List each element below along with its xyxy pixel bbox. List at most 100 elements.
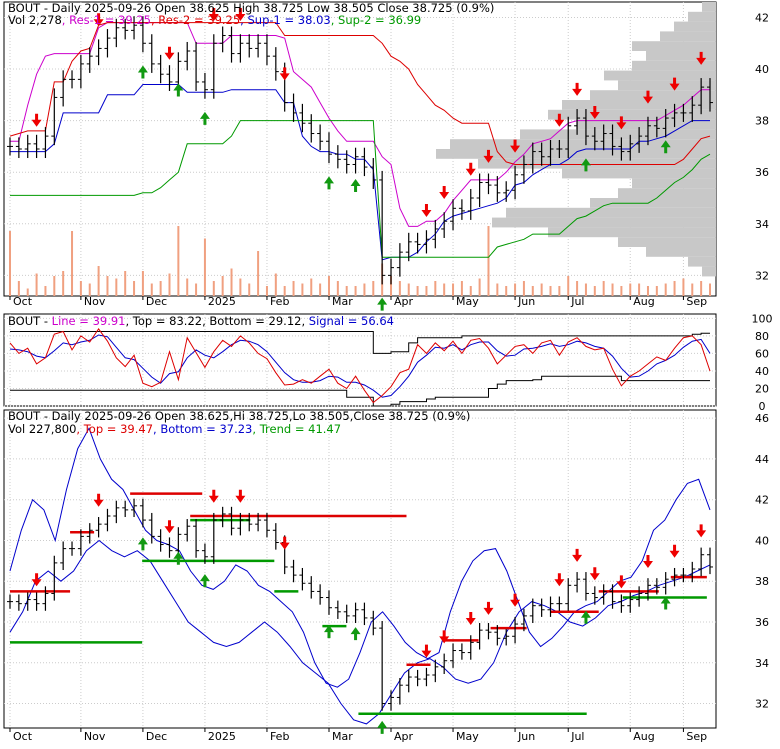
x-tick-label: May <box>456 295 479 308</box>
res-2-line <box>9 22 711 165</box>
volume-bar <box>71 231 74 296</box>
volume-bar <box>9 231 11 296</box>
x-tick-label: Nov <box>84 730 106 743</box>
volume-bar <box>434 281 437 296</box>
volume-bar <box>283 286 286 296</box>
sell-arrow <box>93 493 104 507</box>
header-segment: BOUT - <box>8 314 52 328</box>
volume-bar <box>203 238 206 296</box>
sell-arrow <box>465 612 476 626</box>
volume-bar <box>576 281 579 296</box>
volume-profile-bar <box>450 139 716 149</box>
buy-arrow <box>377 297 388 311</box>
volume-profile-bar <box>506 207 716 218</box>
buy-arrow <box>580 158 591 172</box>
sell-arrow <box>31 113 42 127</box>
panel-stochastic-oscillator: 0 20 40 60 80 100 <box>3 312 773 413</box>
volume-profile-bar <box>702 266 716 277</box>
volume-bar <box>638 283 641 296</box>
header-segment: , Res-2 = 39.25 <box>151 13 240 27</box>
volume-profile-bar <box>618 188 716 198</box>
panel-price-volume: 32 34 36 38 40 42 Oct Nov Dec 2025 Feb Mar Apr May Jun… <box>3 1 769 311</box>
volume-profile-bar <box>632 41 716 51</box>
x-tick-label: Oct <box>13 295 33 308</box>
volume-profile-bar <box>660 31 716 42</box>
x-tick-label: Apr <box>394 730 414 743</box>
volume-bar <box>629 283 632 296</box>
volume-profile-bar <box>590 198 716 208</box>
upper-envelope <box>9 427 711 688</box>
volume-bar <box>159 281 162 296</box>
volume-bar <box>505 286 508 296</box>
volume-bar <box>655 286 658 296</box>
x-tick-label: May <box>456 730 479 743</box>
volume-bar <box>478 278 481 296</box>
volume-bar <box>301 283 304 296</box>
sell-arrow <box>31 573 42 587</box>
volume-bar <box>124 271 127 296</box>
volume-bar <box>310 278 313 296</box>
x-tick-label: Apr <box>394 295 414 308</box>
volume-bar <box>257 251 260 296</box>
volume-bar <box>531 286 534 296</box>
sell-arrow <box>589 567 600 581</box>
x-tick-label: Aug <box>633 295 654 308</box>
y-tick-label: 60 <box>755 347 769 360</box>
volume-bar <box>460 281 463 296</box>
y-tick-label: 34 <box>755 657 769 670</box>
sell-arrow <box>589 106 600 120</box>
buy-arrow <box>660 596 671 610</box>
buy-arrow <box>323 625 334 639</box>
y-tick-label: 20 <box>755 382 769 395</box>
volume-profile-bar <box>632 60 716 71</box>
header-segment: , Top = 39.47 <box>76 422 153 436</box>
sell-arrow <box>669 544 680 558</box>
y-tick-label: 32 <box>755 269 769 282</box>
volume-bar <box>646 286 649 296</box>
volume-bar <box>487 226 490 296</box>
volume-bar <box>327 276 330 296</box>
panel-header-line: Vol 2,278, Res-1 = 39.25, Res-2 = 39.25,… <box>8 13 421 27</box>
x-tick-label: Mar <box>332 295 353 308</box>
buy-arrow <box>173 83 184 97</box>
sell-arrow <box>642 90 653 104</box>
y-tick-label: 34 <box>755 218 769 231</box>
y-tick-label: 44 <box>755 453 769 466</box>
plot-frame <box>3 409 717 729</box>
panel-header-line: BOUT - Line = 39.91, Top = 83.22, Bottom… <box>8 314 394 328</box>
volume-profile-bar <box>436 149 716 159</box>
header-segment: Vol 2,278 <box>8 13 62 27</box>
volume-bar <box>265 286 268 296</box>
x-tick-label: 2025 <box>208 295 236 308</box>
volume-bar <box>407 283 410 296</box>
volume-bar <box>35 273 38 296</box>
x-tick-label: Feb <box>270 730 289 743</box>
sell-arrow <box>483 149 494 163</box>
oscillator-line <box>9 328 711 404</box>
y-tick-label: 42 <box>755 11 769 24</box>
sell-arrow <box>483 601 494 615</box>
volume-profile-bar <box>618 80 716 91</box>
x-tick-label: Dec <box>146 295 167 308</box>
sell-arrow <box>421 204 432 218</box>
volume-profile-bar <box>520 129 716 140</box>
sell-arrow <box>616 116 627 130</box>
volume-bar <box>354 286 357 296</box>
sell-arrow <box>669 77 680 91</box>
volume-profile-bar <box>604 70 716 81</box>
volume-bar <box>363 283 366 296</box>
volume-bar <box>549 286 552 296</box>
header-segment: BOUT - Daily 2025-09-26 Open 38.625,Hi 3… <box>8 409 470 423</box>
volume-bar <box>425 286 428 296</box>
buy-arrow <box>137 65 148 79</box>
x-tick-label: Sep <box>686 295 707 308</box>
buy-arrow <box>350 627 361 641</box>
volume-profile-bar <box>562 168 716 179</box>
sell-arrow <box>572 548 583 562</box>
volume-profile-bar <box>478 158 716 169</box>
volume-bar <box>177 226 180 296</box>
sell-arrow <box>208 489 219 503</box>
volume-bar <box>248 283 251 296</box>
volume-profile-bar <box>562 100 716 110</box>
